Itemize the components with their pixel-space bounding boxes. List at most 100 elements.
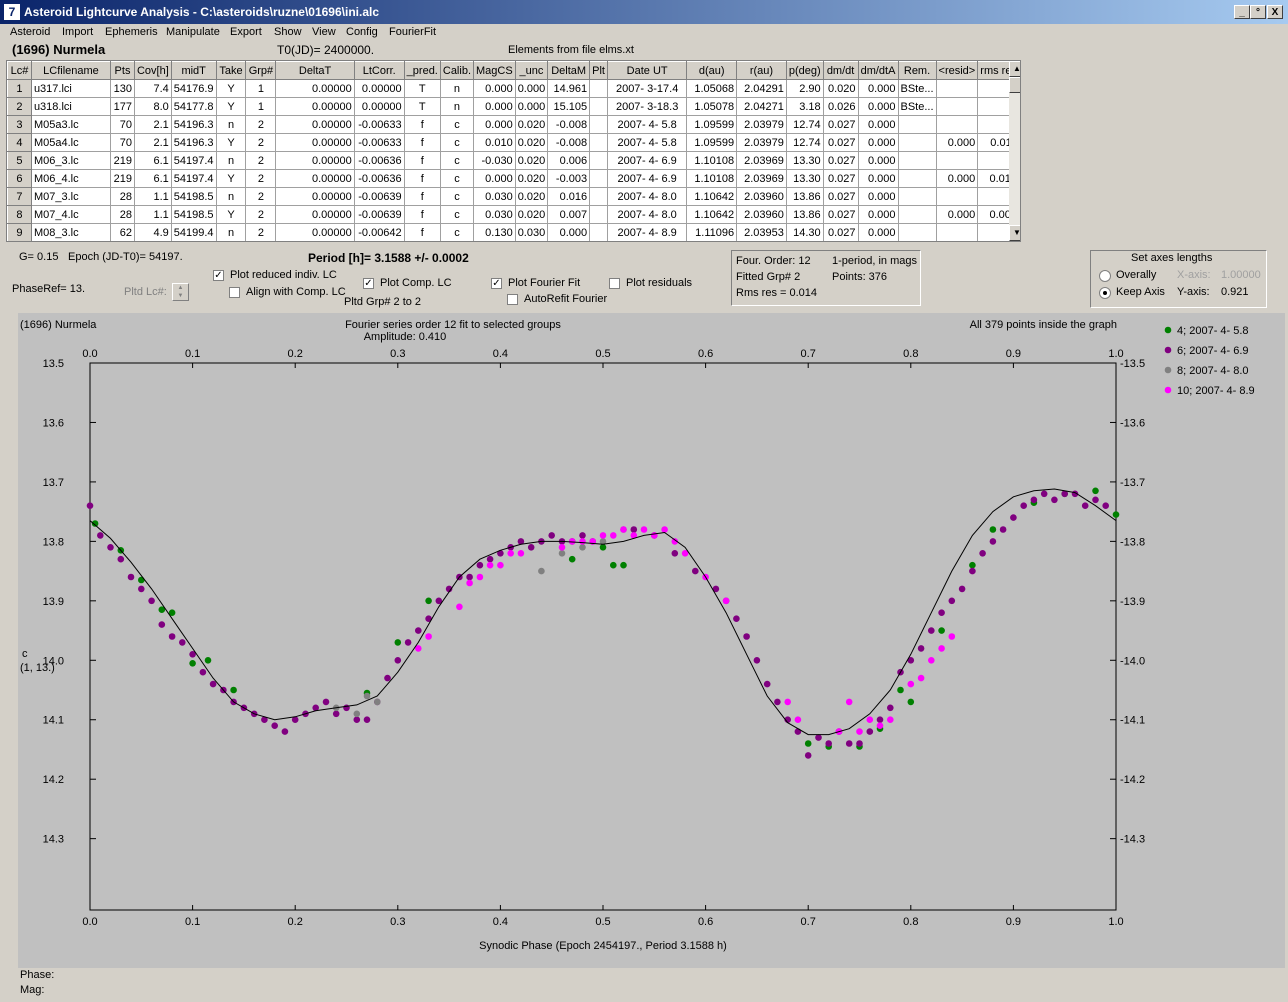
table-cell[interactable]: 54196.3 <box>170 115 217 134</box>
table-cell[interactable]: 2007- 4- 6.9 <box>606 169 688 188</box>
table-cell[interactable]: 2.1 <box>133 115 172 134</box>
scroll-down-icon[interactable]: ▼ <box>1009 225 1020 241</box>
table-cell[interactable]: Y <box>215 133 247 152</box>
column-header[interactable]: Date UT <box>606 61 688 80</box>
column-header[interactable]: <resid> <box>935 61 979 80</box>
table-cell[interactable]: 2.03979 <box>736 115 787 134</box>
table-cell[interactable]: 12.74 <box>785 115 824 134</box>
menu-show[interactable]: Show <box>274 26 302 38</box>
table-cell[interactable]: 0.000 <box>935 169 979 188</box>
table-cell[interactable]: 130 <box>110 79 135 98</box>
table-cell[interactable] <box>897 187 937 206</box>
table-cell[interactable]: 54177.8 <box>170 97 217 116</box>
table-cell[interactable]: 0.00000 <box>353 97 405 116</box>
table-cell[interactable]: 6.1 <box>133 169 172 188</box>
table-cell[interactable]: 219 <box>110 151 135 170</box>
table-cell[interactable]: -0.008 <box>547 133 591 152</box>
table-cell[interactable]: 0.026 <box>822 97 859 116</box>
table-cell[interactable]: BSte... <box>897 97 937 116</box>
table-cell[interactable]: M05a3.lc <box>30 115 112 134</box>
plot-fourier-checkbox[interactable]: ✓ <box>491 278 502 289</box>
table-cell[interactable]: 0.000 <box>857 79 899 98</box>
table-cell[interactable]: -0.00639 <box>353 205 405 224</box>
menu-export[interactable]: Export <box>230 26 262 38</box>
table-cell[interactable] <box>897 133 937 152</box>
table-cell[interactable]: 7.4 <box>133 79 172 98</box>
menu-view[interactable]: View <box>312 26 336 38</box>
table-cell[interactable]: 0.027 <box>822 187 859 206</box>
table-cell[interactable]: 2.1 <box>133 133 172 152</box>
table-cell[interactable]: 0.020 <box>514 151 549 170</box>
table-cell[interactable] <box>897 151 937 170</box>
table-cell[interactable]: 2007- 4- 8.9 <box>606 223 688 241</box>
table-cell[interactable] <box>589 79 608 98</box>
restore-button[interactable]: ° <box>1250 5 1266 19</box>
table-cell[interactable]: 54198.5 <box>170 205 217 224</box>
table-cell[interactable]: -0.00636 <box>353 151 405 170</box>
table-cell[interactable]: 0.000 <box>547 223 591 241</box>
table-cell[interactable]: Y <box>215 79 247 98</box>
table-cell[interactable]: 0.00000 <box>275 133 355 152</box>
table-scrollbar[interactable]: ▲ ▼ <box>1009 61 1020 241</box>
table-cell[interactable]: 0.020 <box>514 187 549 206</box>
table-row[interactable]: 8 M07_4.lc 28 1.1 54198.5 Y 2 0.00000 -0.00639 f c… <box>7 205 1020 224</box>
table-cell[interactable]: T <box>403 97 441 116</box>
column-header[interactable]: Lc# <box>7 61 32 80</box>
table-cell[interactable]: 62 <box>110 223 135 241</box>
table-cell[interactable] <box>589 151 608 170</box>
table-cell[interactable]: 1.10108 <box>686 151 738 170</box>
table-row[interactable]: 3 M05a3.lc 70 2.1 54196.3 n 2 0.00000 -0.00633 f c… <box>7 115 1020 134</box>
overally-radio[interactable] <box>1099 270 1111 282</box>
table-cell[interactable]: 0.000 <box>935 205 979 224</box>
column-header[interactable]: _pred. <box>403 61 441 80</box>
table-cell[interactable] <box>935 79 979 98</box>
table-cell[interactable]: 1 <box>245 97 277 116</box>
table-cell[interactable]: 0.027 <box>822 205 859 224</box>
menu-config[interactable]: Config <box>346 26 378 38</box>
table-cell[interactable]: 1.10642 <box>686 205 738 224</box>
table-cell[interactable]: 1.1 <box>133 205 172 224</box>
table-cell[interactable]: 0.027 <box>822 151 859 170</box>
table-cell[interactable]: M06_3.lc <box>30 151 112 170</box>
table-cell[interactable]: 1 <box>245 79 277 98</box>
table-cell[interactable]: 0.027 <box>822 115 859 134</box>
table-cell[interactable]: 219 <box>110 169 135 188</box>
table-cell[interactable]: u317.lci <box>30 79 112 98</box>
table-cell[interactable]: 177 <box>110 97 135 116</box>
table-cell[interactable]: f <box>403 115 441 134</box>
table-cell[interactable]: 2007- 4- 6.9 <box>606 151 688 170</box>
table-cell[interactable]: 0.020 <box>514 169 549 188</box>
yaxis-value[interactable]: 0.921 <box>1221 286 1249 298</box>
table-cell[interactable]: 54197.4 <box>170 151 217 170</box>
table-cell[interactable]: -0.003 <box>547 169 591 188</box>
table-cell[interactable]: 13.86 <box>785 205 824 224</box>
table-cell[interactable]: 2007- 4- 8.0 <box>606 187 688 206</box>
table-cell[interactable]: 54198.5 <box>170 187 217 206</box>
table-cell[interactable]: 7 <box>7 187 32 206</box>
table-cell[interactable]: 2.03953 <box>736 223 787 241</box>
table-cell[interactable]: -0.00633 <box>353 115 405 134</box>
column-header[interactable]: r(au) <box>736 61 787 80</box>
table-cell[interactable]: 0.000 <box>514 97 549 116</box>
table-cell[interactable]: -0.00639 <box>353 187 405 206</box>
table-cell[interactable]: f <box>403 151 441 170</box>
table-cell[interactable]: 4.9 <box>133 223 172 241</box>
table-cell[interactable] <box>589 205 608 224</box>
table-cell[interactable]: 15.105 <box>547 97 591 116</box>
table-cell[interactable]: 0.030 <box>473 205 516 224</box>
table-cell[interactable]: 3.18 <box>785 97 824 116</box>
table-cell[interactable]: 13.86 <box>785 187 824 206</box>
table-cell[interactable]: c <box>439 223 475 241</box>
table-cell[interactable]: 0.000 <box>857 169 899 188</box>
table-cell[interactable]: M07_4.lc <box>30 205 112 224</box>
table-cell[interactable]: 0.006 <box>547 151 591 170</box>
table-cell[interactable]: 28 <box>110 205 135 224</box>
table-cell[interactable]: 0.000 <box>857 205 899 224</box>
table-cell[interactable]: -0.008 <box>547 115 591 134</box>
table-cell[interactable]: 1.05068 <box>686 79 738 98</box>
table-cell[interactable]: 2 <box>245 151 277 170</box>
table-cell[interactable]: 54199.4 <box>170 223 217 241</box>
table-cell[interactable]: Y <box>215 97 247 116</box>
table-cell[interactable]: 9 <box>7 223 32 241</box>
table-cell[interactable]: 6 <box>7 169 32 188</box>
